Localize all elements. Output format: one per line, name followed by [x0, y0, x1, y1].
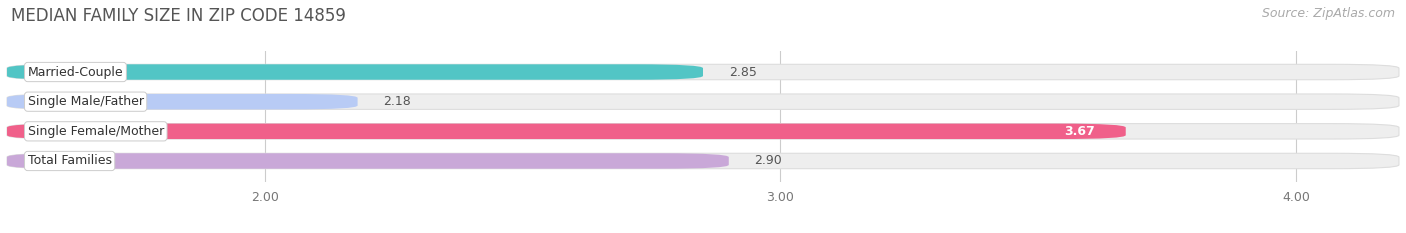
Text: 2.85: 2.85	[728, 65, 756, 79]
FancyBboxPatch shape	[7, 153, 728, 169]
Text: Single Male/Father: Single Male/Father	[28, 95, 143, 108]
Text: 3.67: 3.67	[1064, 125, 1095, 138]
FancyBboxPatch shape	[7, 124, 1126, 139]
FancyBboxPatch shape	[7, 94, 1399, 109]
FancyBboxPatch shape	[7, 153, 1399, 169]
Text: 2.18: 2.18	[384, 95, 411, 108]
FancyBboxPatch shape	[7, 64, 703, 80]
FancyBboxPatch shape	[7, 94, 357, 109]
Text: Total Families: Total Families	[28, 154, 111, 168]
Text: Single Female/Mother: Single Female/Mother	[28, 125, 165, 138]
FancyBboxPatch shape	[7, 124, 1399, 139]
Text: Source: ZipAtlas.com: Source: ZipAtlas.com	[1261, 7, 1395, 20]
Text: 2.90: 2.90	[755, 154, 782, 168]
FancyBboxPatch shape	[7, 64, 1399, 80]
Text: MEDIAN FAMILY SIZE IN ZIP CODE 14859: MEDIAN FAMILY SIZE IN ZIP CODE 14859	[11, 7, 346, 25]
Text: Married-Couple: Married-Couple	[28, 65, 124, 79]
